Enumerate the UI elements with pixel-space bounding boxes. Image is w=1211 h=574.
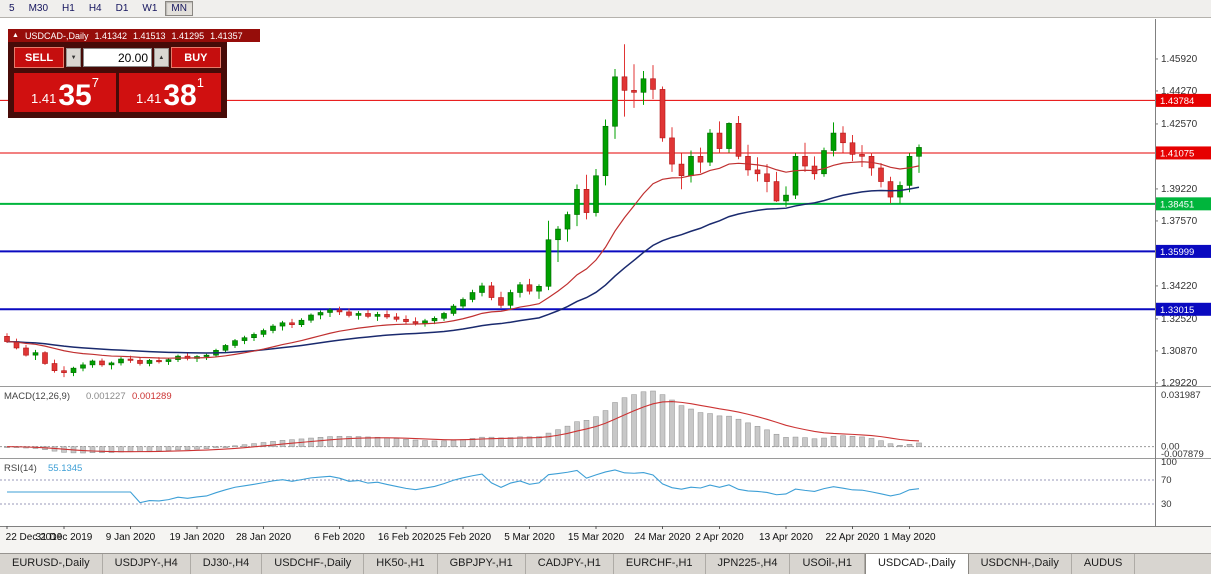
ohlc-close: 1.41357 <box>210 30 243 41</box>
chart-tab-usdcnh-daily[interactable]: USDCNH-,Daily <box>969 554 1072 574</box>
svg-text:1.37570: 1.37570 <box>1161 216 1198 227</box>
timeline-strip <box>0 526 1211 553</box>
ask-pipette: 1 <box>196 75 204 90</box>
svg-text:13 Apr 2020: 13 Apr 2020 <box>759 532 813 543</box>
ask-price-button[interactable]: 1.41 38 1 <box>119 73 221 112</box>
volume-decrement-button[interactable]: ▼ <box>66 48 81 67</box>
price-level-badge: 1.41075 <box>1155 146 1211 160</box>
svg-text:2 Apr 2020: 2 Apr 2020 <box>695 532 744 543</box>
bid-pips: 35 <box>58 79 92 112</box>
svg-text:MACD(12,26,9): MACD(12,26,9) <box>4 391 70 402</box>
chart-tab-audus[interactable]: AUDUS <box>1072 554 1136 574</box>
macd-pane[interactable]: MACD(12,26,9) 0.001227 0.001289 0.031987 0.0… <box>0 390 1204 460</box>
svg-text:24 Mar 2020: 24 Mar 2020 <box>634 532 691 543</box>
ohlc-open: 1.41342 <box>94 30 127 41</box>
timeframe-button-mn[interactable]: MN <box>165 1 193 16</box>
svg-text:1.42570: 1.42570 <box>1161 119 1198 130</box>
svg-text:100: 100 <box>1161 457 1177 468</box>
svg-text:1.30870: 1.30870 <box>1161 346 1198 357</box>
timeframe-button-w1[interactable]: W1 <box>136 1 163 16</box>
svg-text:0.00: 0.00 <box>1161 442 1180 453</box>
svg-text:1.45920: 1.45920 <box>1161 54 1198 65</box>
ask-base: 1.41 <box>136 91 162 106</box>
svg-text:1.34220: 1.34220 <box>1161 281 1198 292</box>
svg-text:15 Mar 2020: 15 Mar 2020 <box>568 532 625 543</box>
price-level-badge: 1.38451 <box>1155 197 1211 211</box>
svg-text:0.001289: 0.001289 <box>132 391 172 402</box>
svg-text:16 Feb 2020: 16 Feb 2020 <box>378 532 435 543</box>
chart-tab-hk50-h1[interactable]: HK50-,H1 <box>364 554 438 574</box>
timeframe-button-d1[interactable]: D1 <box>110 1 135 16</box>
trade-controls-row: SELL ▼ ▲ BUY <box>14 47 221 68</box>
sell-button[interactable]: SELL <box>14 47 65 68</box>
chart-tab-usoil-h1[interactable]: USOil-,H1 <box>790 554 865 574</box>
svg-text:0.001227: 0.001227 <box>86 391 126 402</box>
svg-text:1.44270: 1.44270 <box>1161 86 1198 97</box>
svg-text:22 Apr 2020: 22 Apr 2020 <box>826 532 880 543</box>
chart-tab-usdcad-daily[interactable]: USDCAD-,Daily <box>864 554 969 574</box>
price-level-badge: 1.33015 <box>1155 302 1211 316</box>
svg-text:31 Dec 2019: 31 Dec 2019 <box>36 532 93 543</box>
price-level-badge: 1.43784 <box>1155 93 1211 107</box>
bid-price-button[interactable]: 1.41 35 7 <box>14 73 116 112</box>
timeframe-button-5[interactable]: 5 <box>3 1 21 16</box>
svg-text:5 Mar 2020: 5 Mar 2020 <box>504 532 555 543</box>
timeframe-button-h1[interactable]: H1 <box>56 1 81 16</box>
bid-base: 1.41 <box>31 91 57 106</box>
chart-area[interactable]: 1.459201.442701.425701.409201.392201.375… <box>0 19 1211 553</box>
svg-text:0.031987: 0.031987 <box>1161 390 1201 401</box>
svg-text:28 Jan 2020: 28 Jan 2020 <box>236 532 291 543</box>
chart-ohlc-bar: ▲ USDCAD-,Daily 1.41342 1.41513 1.41295 … <box>8 29 260 42</box>
svg-text:RSI(14): RSI(14) <box>4 463 37 474</box>
bid-ask-row: 1.41 35 7 1.41 38 1 <box>14 73 221 112</box>
volume-input[interactable] <box>83 48 152 67</box>
svg-text:22 Dec 2019: 22 Dec 2019 <box>6 532 63 543</box>
chart-tab-jpn225-h4[interactable]: JPN225-,H4 <box>706 554 791 574</box>
chart-tab-cadjpy-h1[interactable]: CADJPY-,H1 <box>526 554 614 574</box>
ohlc-low: 1.41295 <box>171 30 205 41</box>
bid-pipette: 7 <box>91 75 99 90</box>
svg-text:1.32520: 1.32520 <box>1161 314 1198 325</box>
chart-tab-dj30-h4[interactable]: DJ30-,H4 <box>191 554 263 574</box>
chart-canvas[interactable]: 1.459201.442701.425701.409201.392201.375… <box>0 19 1211 553</box>
volume-increment-button[interactable]: ▲ <box>154 48 169 67</box>
chart-tab-eurusd-daily[interactable]: EURUSD-,Daily <box>0 554 103 574</box>
chart-tab-gbpjpy-h1[interactable]: GBPJPY-,H1 <box>438 554 526 574</box>
svg-text:9 Jan 2020: 9 Jan 2020 <box>106 532 156 543</box>
chart-symbol-label: USDCAD-,Daily <box>24 30 89 41</box>
svg-text:25 Feb 2020: 25 Feb 2020 <box>435 532 492 543</box>
chart-tab-eurchf-h1[interactable]: EURCHF-,H1 <box>614 554 706 574</box>
candles-layer[interactable] <box>4 44 922 378</box>
svg-text:1.38451: 1.38451 <box>1160 199 1194 210</box>
chart-tab-usdjpy-h4[interactable]: USDJPY-,H4 <box>103 554 191 574</box>
svg-text:6 Feb 2020: 6 Feb 2020 <box>314 532 365 543</box>
svg-text:1.29220: 1.29220 <box>1161 378 1198 389</box>
timeframe-toolbar: 5 M30 H1 H4 D1 W1 MN <box>0 0 1211 18</box>
ask-pips: 38 <box>163 79 197 112</box>
timeframe-button-m30[interactable]: M30 <box>23 1 54 16</box>
collapse-panel-icon[interactable]: ▲ <box>12 32 19 39</box>
svg-text:19 Jan 2020: 19 Jan 2020 <box>169 532 224 543</box>
svg-text:1.35999: 1.35999 <box>1160 247 1194 258</box>
ohlc-high: 1.41513 <box>133 30 166 41</box>
svg-text:30: 30 <box>1161 499 1172 510</box>
svg-text:70: 70 <box>1161 475 1172 486</box>
timeframe-button-h4[interactable]: H4 <box>83 1 108 16</box>
svg-text:1.39220: 1.39220 <box>1161 184 1198 195</box>
price-level-badge: 1.35999 <box>1155 244 1211 258</box>
svg-text:55.1345: 55.1345 <box>48 463 82 474</box>
chart-tab-bar: EURUSD-,Daily USDJPY-,H4 DJ30-,H4 USDCHF-,D… <box>0 553 1211 574</box>
svg-text:1.41075: 1.41075 <box>1160 148 1194 159</box>
svg-text:1.33015: 1.33015 <box>1160 305 1194 316</box>
chart-tab-usdchf-daily[interactable]: USDCHF-,Daily <box>262 554 365 574</box>
svg-text:1 May 2020: 1 May 2020 <box>883 532 936 543</box>
rsi-pane[interactable]: RSI(14) 55.1345 100 70 30 <box>0 457 1177 510</box>
svg-text:1.43784: 1.43784 <box>1160 96 1194 107</box>
buy-button[interactable]: BUY <box>170 47 221 68</box>
svg-text:-0.007879: -0.007879 <box>1161 449 1204 460</box>
moving-averages-layer <box>6 161 920 359</box>
